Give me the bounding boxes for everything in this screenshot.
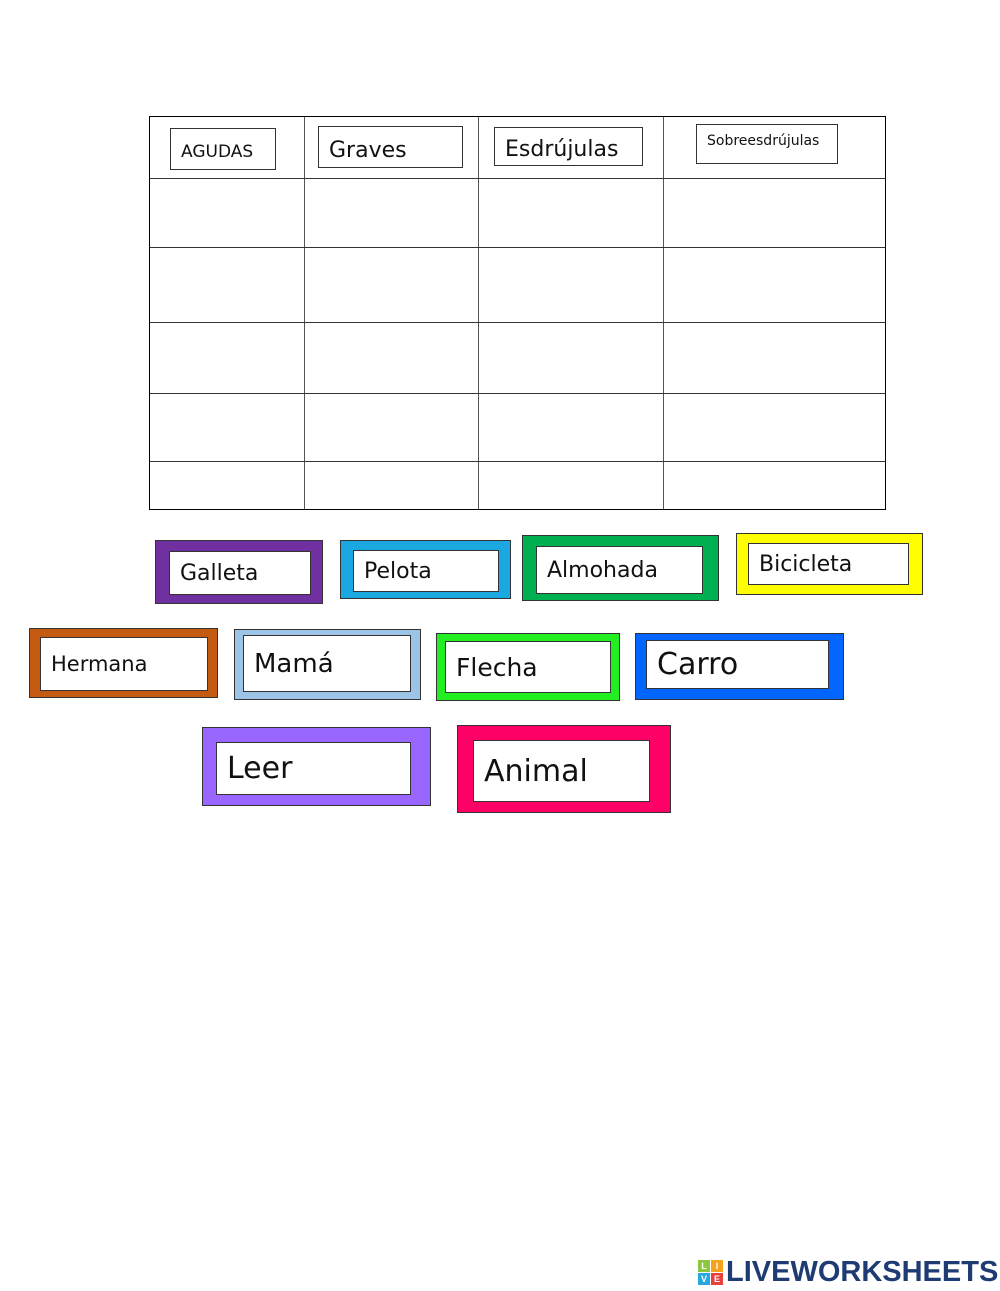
word-card-label: Animal xyxy=(473,740,650,802)
column-divider xyxy=(478,117,479,509)
word-card-almohada[interactable]: Almohada xyxy=(522,535,719,601)
word-card-animal[interactable]: Animal xyxy=(457,725,671,813)
drop-cell[interactable] xyxy=(478,461,663,511)
word-card-carro[interactable]: Carro xyxy=(635,633,844,700)
word-card-hermana[interactable]: Hermana xyxy=(29,628,218,698)
logo-letter: E xyxy=(711,1273,723,1285)
drop-cell[interactable] xyxy=(663,178,887,247)
drop-cell[interactable] xyxy=(478,247,663,322)
word-card-label: Almohada xyxy=(536,546,703,594)
drop-cell[interactable] xyxy=(663,247,887,322)
header-esdrújulas: Esdrújulas xyxy=(494,127,643,166)
drop-cell[interactable] xyxy=(478,393,663,461)
word-card-leer[interactable]: Leer xyxy=(202,727,431,806)
logo-letter: L xyxy=(698,1260,710,1272)
drop-cell[interactable] xyxy=(304,393,478,461)
word-card-pelota[interactable]: Pelota xyxy=(340,540,511,599)
classification-table xyxy=(149,116,886,510)
word-card-label: Carro xyxy=(646,640,829,689)
drop-cell[interactable] xyxy=(150,178,304,247)
drop-cell[interactable] xyxy=(663,393,887,461)
word-card-label: Flecha xyxy=(445,641,611,693)
word-card-flecha[interactable]: Flecha xyxy=(436,633,620,701)
word-card-label: Galleta xyxy=(169,551,311,595)
drop-cell[interactable] xyxy=(150,322,304,393)
word-card-label: Mamá xyxy=(243,635,411,692)
header-graves: Graves xyxy=(318,126,463,168)
word-card-galleta[interactable]: Galleta xyxy=(155,540,323,604)
row-divider xyxy=(150,393,885,394)
drop-cell[interactable] xyxy=(478,178,663,247)
row-divider xyxy=(150,247,885,248)
header-sobreesdrújulas: Sobreesdrújulas xyxy=(696,124,838,164)
row-divider xyxy=(150,322,885,323)
drop-cell[interactable] xyxy=(478,322,663,393)
drop-cell[interactable] xyxy=(663,322,887,393)
word-card-label: Bicicleta xyxy=(748,543,909,585)
logo-text: LIVEWORKSHEETS xyxy=(726,1256,999,1288)
word-card-label: Leer xyxy=(216,742,411,795)
row-divider xyxy=(150,461,885,462)
column-divider xyxy=(663,117,664,509)
drop-cell[interactable] xyxy=(304,247,478,322)
word-card-bicicleta[interactable]: Bicicleta xyxy=(736,533,923,595)
drop-cell[interactable] xyxy=(304,178,478,247)
logo-letter: V xyxy=(698,1273,710,1285)
drop-cell[interactable] xyxy=(663,461,887,511)
word-card-label: Pelota xyxy=(353,550,499,592)
drop-cell[interactable] xyxy=(150,393,304,461)
drop-cell[interactable] xyxy=(150,461,304,511)
drop-cell[interactable] xyxy=(304,461,478,511)
drop-cell[interactable] xyxy=(150,247,304,322)
drop-cell[interactable] xyxy=(304,322,478,393)
word-card-label: Hermana xyxy=(40,637,208,691)
row-divider xyxy=(150,178,885,179)
word-card-mamá[interactable]: Mamá xyxy=(234,629,421,700)
column-divider xyxy=(304,117,305,509)
header-agudas: AGUDAS xyxy=(170,128,276,170)
logo-letter: I xyxy=(711,1260,723,1272)
